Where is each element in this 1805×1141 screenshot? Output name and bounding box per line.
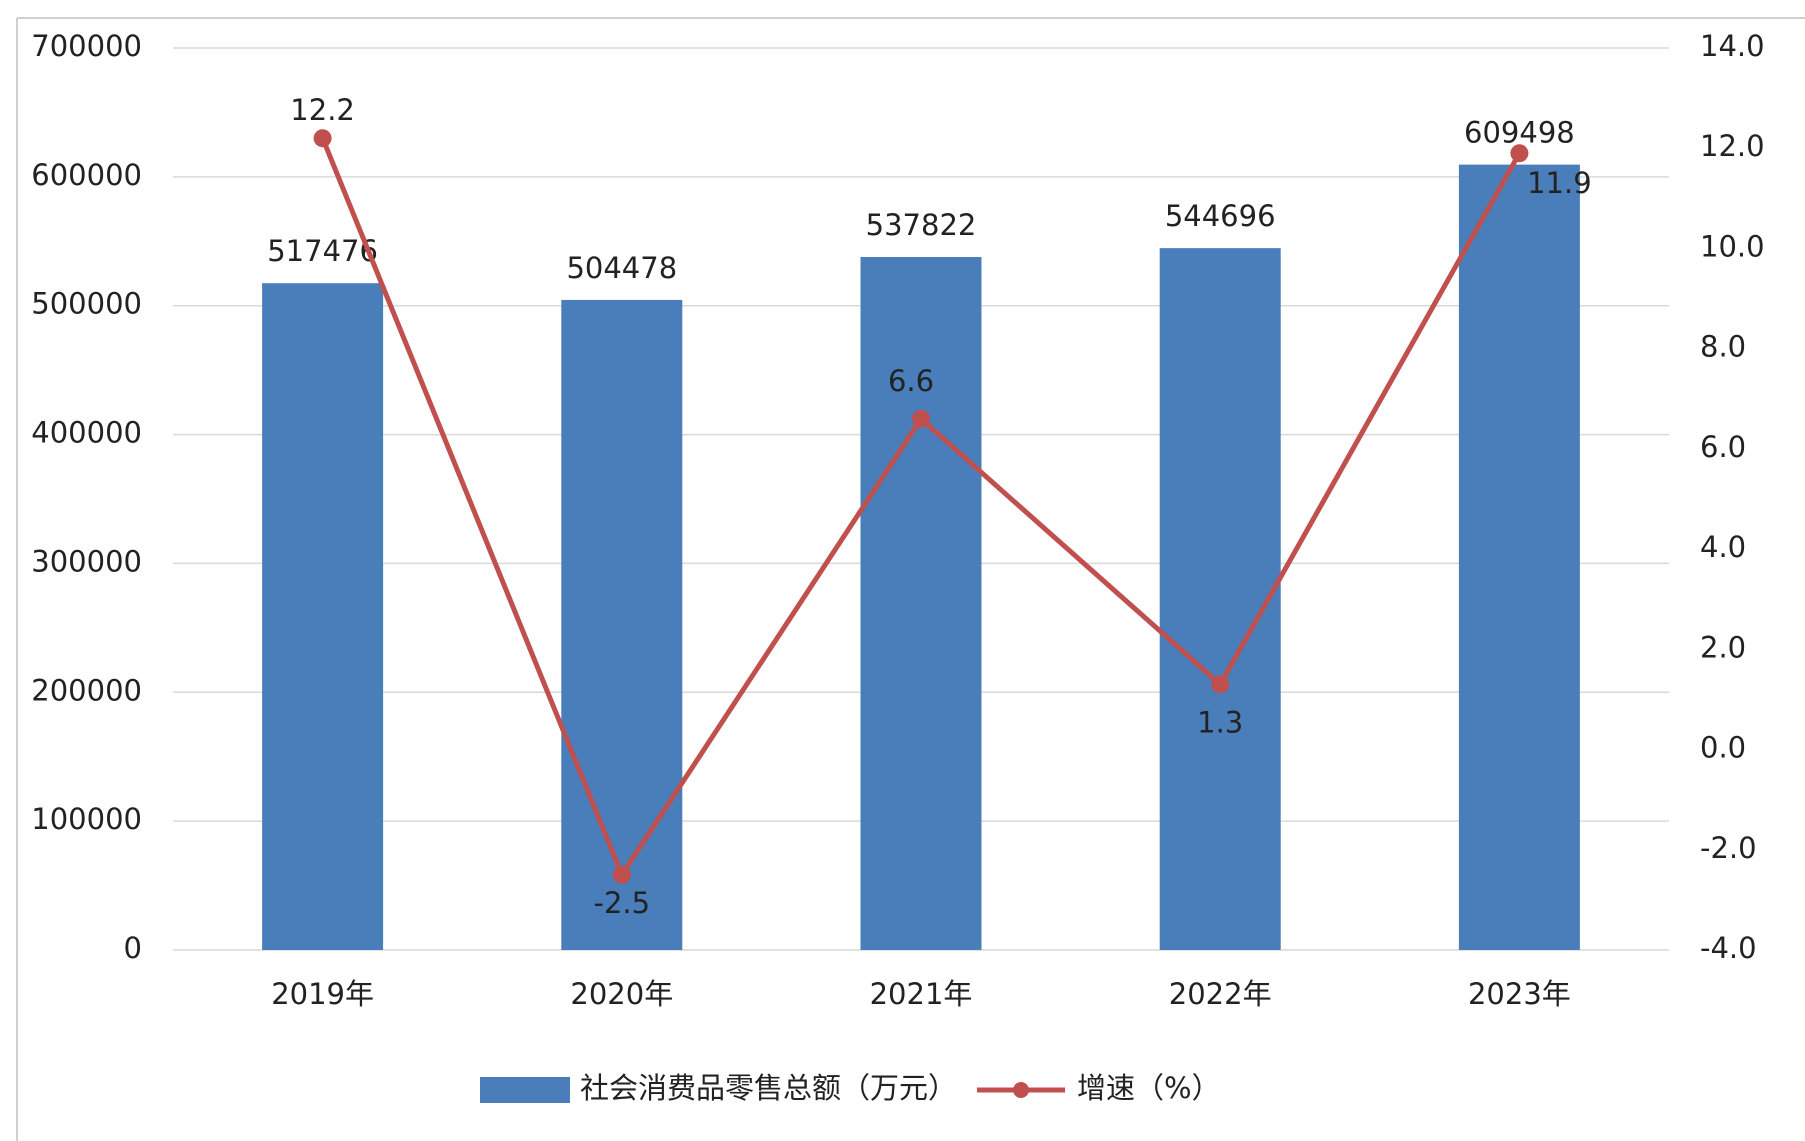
y2-tick-label: 6.0: [1700, 430, 1746, 464]
y2-tick-label: 12.0: [1700, 129, 1765, 163]
y-tick-label: 400000: [31, 416, 142, 450]
y2-tick-label: 14.0: [1700, 29, 1765, 63]
y2-tick-label: 10.0: [1700, 229, 1765, 263]
line-value-label: 11.9: [1527, 166, 1592, 200]
y2-tick-label: 8.0: [1700, 330, 1746, 364]
bar: [1159, 248, 1281, 950]
y-tick-label: 0: [124, 931, 142, 965]
line-value-label: -2.5: [594, 886, 651, 920]
y2-tick-label: 4.0: [1700, 530, 1746, 564]
y-tick-label: 600000: [31, 158, 142, 192]
x-tick-label: 2023年: [1468, 977, 1571, 1011]
bar: [262, 283, 384, 951]
bar: [1458, 164, 1580, 950]
y2-tick-label: 0.0: [1700, 731, 1746, 765]
x-tick-label: 2019年: [271, 977, 374, 1011]
line-point: [1211, 675, 1230, 694]
line-value-label: 6.6: [888, 364, 934, 398]
legend-label: 增速（%）: [1077, 1071, 1221, 1105]
line-value-label: 1.3: [1197, 705, 1243, 739]
y-tick-label: 700000: [31, 29, 142, 63]
bar: [561, 299, 683, 950]
x-tick-label: 2020年: [570, 977, 673, 1011]
bar-value-label: 537822: [866, 208, 977, 242]
line-point: [912, 409, 930, 428]
y-tick-label: 500000: [31, 287, 142, 321]
y-tick-label: 200000: [31, 673, 142, 707]
legend-label: 社会消费品零售总额（万元）: [580, 1071, 957, 1105]
bar-value-label: 544696: [1165, 199, 1276, 233]
y2-tick-label: -4.0: [1700, 931, 1757, 965]
y2-tick-label: 2.0: [1700, 630, 1746, 664]
legend-marker: [1013, 1082, 1030, 1098]
y2-tick-label: -2.0: [1700, 831, 1757, 865]
bar-value-label: 609498: [1464, 116, 1575, 150]
x-tick-label: 2022年: [1169, 977, 1272, 1011]
bar-value-label: 504478: [566, 251, 677, 285]
y-tick-label: 300000: [31, 544, 142, 578]
x-tick-label: 2021年: [870, 977, 973, 1011]
line-value-label: 12.2: [290, 93, 355, 127]
legend-swatch: [480, 1077, 570, 1103]
bar: [860, 256, 982, 951]
line-point: [313, 129, 332, 148]
line-point: [1510, 144, 1529, 163]
bar-value-label: 517476: [267, 234, 378, 268]
line-point: [612, 865, 631, 884]
y-tick-label: 100000: [31, 802, 142, 836]
